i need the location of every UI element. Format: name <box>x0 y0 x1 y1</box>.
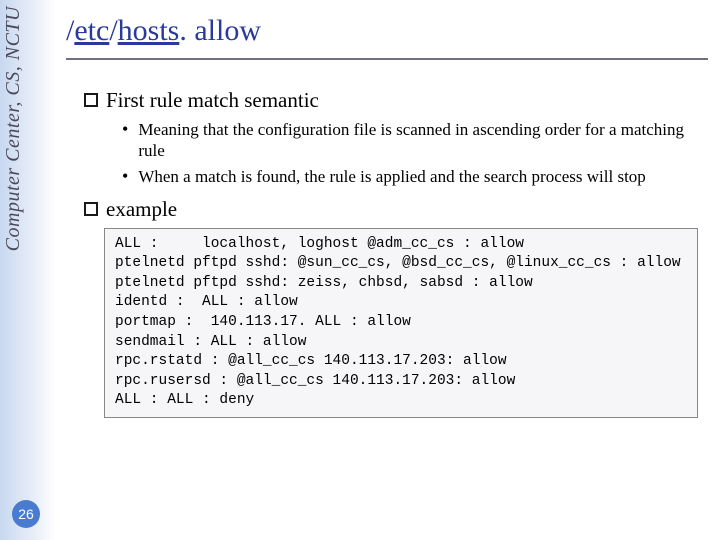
code-line: identd : ALL : allow <box>115 294 298 310</box>
page-number-badge: 26 <box>12 500 40 528</box>
checkbox-bullet-icon <box>84 93 98 107</box>
code-line: portmap : 140.113.17. ALL : allow <box>115 314 411 330</box>
title-part2: hosts <box>118 14 180 47</box>
sub-bullet-item: • When a match is found, the rule is app… <box>122 166 688 187</box>
checkbox-bullet-icon <box>84 202 98 216</box>
code-line: ptelnetd pftpd sshd: zeiss, chbsd, sabsd… <box>115 275 533 291</box>
code-line: rpc.rusersd : @all_cc_cs 140.113.17.203:… <box>115 373 515 389</box>
slide-title: /etc/hosts. allow <box>66 14 708 48</box>
code-line: ALL : ALL : deny <box>115 392 254 408</box>
title-part1: etc <box>74 14 109 47</box>
bullet-label: example <box>106 197 177 222</box>
code-example-box: ALL : localhost, loghost @adm_cc_cs : al… <box>104 228 698 418</box>
sidebar: Computer Center, CS, NCTU <box>0 0 56 540</box>
dot-bullet-icon: • <box>122 119 128 140</box>
bullet-item: example <box>84 197 708 222</box>
title-suffix: . allow <box>179 14 261 47</box>
dot-bullet-icon: • <box>122 166 128 187</box>
code-line: sendmail : ALL : allow <box>115 334 306 350</box>
bullet-label: First rule match semantic <box>106 88 319 113</box>
sub-bullet-item: • Meaning that the configuration file is… <box>122 119 688 162</box>
title-slash2: / <box>109 14 117 47</box>
sidebar-label: Computer Center, CS, NCTU <box>2 6 25 251</box>
bullet-item: First rule match semantic <box>84 88 708 113</box>
title-divider <box>66 58 708 60</box>
code-line: rpc.rstatd : @all_cc_cs 140.113.17.203: … <box>115 353 507 369</box>
code-line: ALL : localhost, loghost @adm_cc_cs : al… <box>115 236 524 252</box>
sub-bullet-text: Meaning that the configuration file is s… <box>138 119 688 162</box>
slide-content: /etc/hosts. allow First rule match seman… <box>66 14 708 418</box>
sub-bullet-text: When a match is found, the rule is appli… <box>138 166 646 187</box>
code-line: ptelnetd pftpd sshd: @sun_cc_cs, @bsd_cc… <box>115 255 681 271</box>
